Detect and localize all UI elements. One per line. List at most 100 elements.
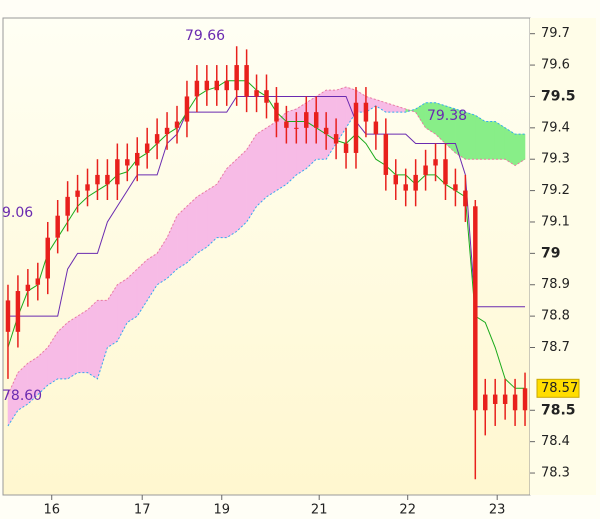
candle-body (55, 215, 60, 238)
candle-body (115, 159, 120, 185)
candle-body (105, 174, 110, 185)
candle-body (463, 190, 468, 207)
annotation: 79.66 (185, 28, 225, 44)
candle-body (174, 121, 180, 128)
y-tick-label: 78.7 (541, 340, 570, 355)
y-tick-label: 78.9 (541, 277, 570, 292)
cloud-fill (196, 190, 208, 254)
cloud-fill (226, 158, 237, 239)
candle-body (313, 112, 319, 128)
y-tick-label: 78.8 (541, 309, 570, 324)
candle-body (413, 174, 418, 191)
y-tick-label: 78.4 (541, 434, 570, 449)
candle-body (304, 112, 309, 128)
y-tick-label: 79 (541, 245, 560, 261)
candle-body (294, 127, 299, 129)
candle-body (25, 284, 31, 292)
cloud-fill (256, 127, 267, 207)
cloud-fill (206, 183, 218, 248)
candle-body (65, 196, 70, 216)
y-tick-label: 78.5 (541, 402, 576, 418)
x-tick-label: 19 (213, 503, 230, 518)
y-tick-label: 79.4 (541, 120, 570, 135)
cloud-fill (504, 127, 516, 166)
candle-body (343, 143, 349, 153)
candle-body (15, 291, 21, 332)
cloud-fill (266, 121, 277, 198)
annotation: 79.38 (427, 108, 467, 124)
candle-body (35, 278, 41, 285)
candle-body (473, 206, 478, 411)
candle-body (184, 96, 190, 122)
price-label: 78.57 (541, 381, 578, 396)
cloud-fill (286, 108, 297, 185)
cloud-span (7, 86, 526, 395)
candle-body (144, 143, 150, 153)
candle-body (363, 102, 369, 122)
candle-body (134, 152, 140, 166)
cloud-fill (475, 114, 486, 160)
candle-body (522, 388, 528, 411)
candle-body (492, 394, 498, 404)
candle-body (383, 134, 389, 175)
cloud-fill (77, 309, 88, 373)
candle-body (512, 394, 518, 411)
annotation: 9.06 (2, 205, 33, 221)
y-tick-label: 78.3 (541, 466, 570, 481)
y-tick-label: 79.5 (541, 88, 576, 104)
candle-body (403, 184, 408, 191)
cloud-span (7, 102, 526, 427)
candle-body (125, 159, 130, 166)
candle-body (284, 121, 289, 128)
cloud-fill (57, 321, 68, 380)
candle-body (433, 159, 438, 166)
cloud-fill (246, 133, 257, 223)
price-box (536, 378, 580, 398)
cloud-fill (186, 196, 198, 264)
cloud-fill (306, 96, 317, 170)
y-tick-label: 79.6 (541, 58, 570, 73)
cloud-fill (236, 149, 247, 232)
y-tick-label: 79.2 (541, 183, 570, 198)
candle-body (254, 90, 259, 97)
candle-body (393, 174, 399, 185)
candle-body (95, 174, 100, 185)
axis-panel (530, 18, 596, 495)
candle-body (353, 102, 359, 153)
candle-body (224, 80, 229, 91)
candle-body (443, 159, 448, 185)
candle-body (214, 80, 220, 91)
annotation: 78.60 (2, 388, 42, 404)
x-tick-label: 22 (399, 503, 416, 518)
candle-body (164, 127, 170, 135)
x-tick-label: 17 (134, 503, 151, 518)
y-tick-label: 79.3 (541, 152, 570, 167)
candle-body (423, 165, 428, 175)
candle-body (333, 134, 339, 144)
candle-body (502, 394, 508, 404)
candle-body (244, 65, 249, 97)
candle-body (264, 90, 269, 103)
cloud-fill (67, 315, 78, 380)
cloud-fill (127, 268, 138, 323)
candle-body (274, 102, 279, 122)
y-tick-label: 79.7 (541, 26, 570, 41)
candle-body (323, 127, 329, 135)
cloud-fill (176, 205, 188, 270)
x-tick-label: 16 (43, 503, 60, 518)
candle-body (204, 80, 210, 91)
candle-body (85, 184, 90, 191)
y-tick-label: 79.1 (541, 214, 570, 229)
x-tick-label: 23 (489, 503, 506, 518)
candle-body (75, 190, 80, 197)
candle-body (5, 300, 11, 332)
x-tick-label: 21 (311, 503, 328, 518)
candle-body (373, 121, 379, 135)
cloud-fill (87, 299, 98, 380)
cloud-fill (485, 121, 496, 160)
candle-body (194, 80, 200, 97)
candle-body (483, 394, 488, 411)
candle-body (45, 237, 50, 279)
candle-body (453, 184, 458, 191)
